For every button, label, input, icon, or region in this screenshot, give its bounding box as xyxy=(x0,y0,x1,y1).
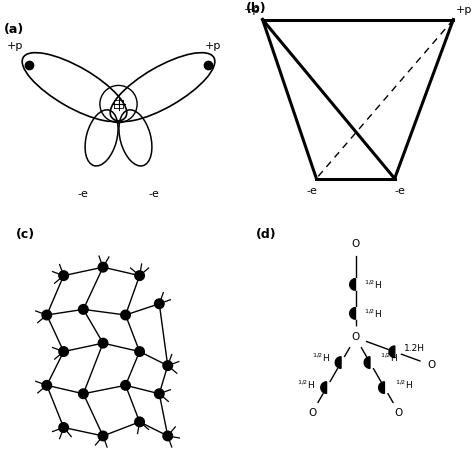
Polygon shape xyxy=(350,279,356,290)
Text: $^{1/2}$H: $^{1/2}$H xyxy=(395,378,413,391)
Text: 1.2H: 1.2H xyxy=(404,344,425,353)
Text: $^{1/2}$H: $^{1/2}$H xyxy=(365,278,383,291)
Circle shape xyxy=(379,382,390,393)
Circle shape xyxy=(389,402,409,423)
Text: (a): (a) xyxy=(3,23,24,36)
Circle shape xyxy=(79,389,88,399)
Text: -e: -e xyxy=(306,186,317,196)
Circle shape xyxy=(59,347,68,356)
Text: $^{1/2}$H: $^{1/2}$H xyxy=(365,307,383,320)
Text: +p: +p xyxy=(244,4,260,15)
Circle shape xyxy=(421,355,441,375)
Text: -e: -e xyxy=(78,189,88,199)
Text: O: O xyxy=(351,239,360,249)
Circle shape xyxy=(121,310,130,320)
Text: O: O xyxy=(308,408,316,418)
Circle shape xyxy=(98,262,108,272)
Polygon shape xyxy=(379,382,384,393)
Circle shape xyxy=(350,308,361,319)
Circle shape xyxy=(163,431,173,441)
Circle shape xyxy=(321,382,332,393)
Text: +p: +p xyxy=(205,41,221,51)
Circle shape xyxy=(79,305,88,314)
Circle shape xyxy=(98,338,108,348)
Polygon shape xyxy=(335,357,341,369)
Circle shape xyxy=(389,346,401,358)
Polygon shape xyxy=(364,357,370,369)
Circle shape xyxy=(135,347,145,356)
Circle shape xyxy=(155,389,164,399)
Text: +p: +p xyxy=(7,41,23,51)
Circle shape xyxy=(345,327,366,348)
Polygon shape xyxy=(389,346,395,358)
Polygon shape xyxy=(321,382,327,393)
Text: O: O xyxy=(427,360,435,370)
Circle shape xyxy=(163,361,173,370)
Circle shape xyxy=(135,417,145,427)
Text: -e: -e xyxy=(149,189,159,199)
Polygon shape xyxy=(350,308,356,319)
Text: O: O xyxy=(351,333,360,342)
Circle shape xyxy=(42,381,52,390)
Text: (c): (c) xyxy=(16,228,35,241)
Circle shape xyxy=(98,431,108,441)
Circle shape xyxy=(364,357,376,369)
Circle shape xyxy=(59,423,68,432)
Text: (d): (d) xyxy=(256,228,276,241)
Text: $^{1/2}$H: $^{1/2}$H xyxy=(297,378,315,391)
Circle shape xyxy=(135,271,145,280)
Text: $^{1/2}$H: $^{1/2}$H xyxy=(380,351,398,364)
Circle shape xyxy=(345,234,366,255)
Circle shape xyxy=(155,299,164,309)
Circle shape xyxy=(42,310,52,320)
Text: (b): (b) xyxy=(246,2,266,15)
Circle shape xyxy=(121,381,130,390)
Text: O: O xyxy=(395,408,403,418)
Text: -e: -e xyxy=(394,186,405,196)
Text: $^{1/2}$H: $^{1/2}$H xyxy=(312,351,330,364)
Circle shape xyxy=(59,271,68,280)
Circle shape xyxy=(350,279,361,290)
Circle shape xyxy=(335,357,347,369)
Circle shape xyxy=(302,402,322,423)
Text: +p: +p xyxy=(456,4,472,15)
